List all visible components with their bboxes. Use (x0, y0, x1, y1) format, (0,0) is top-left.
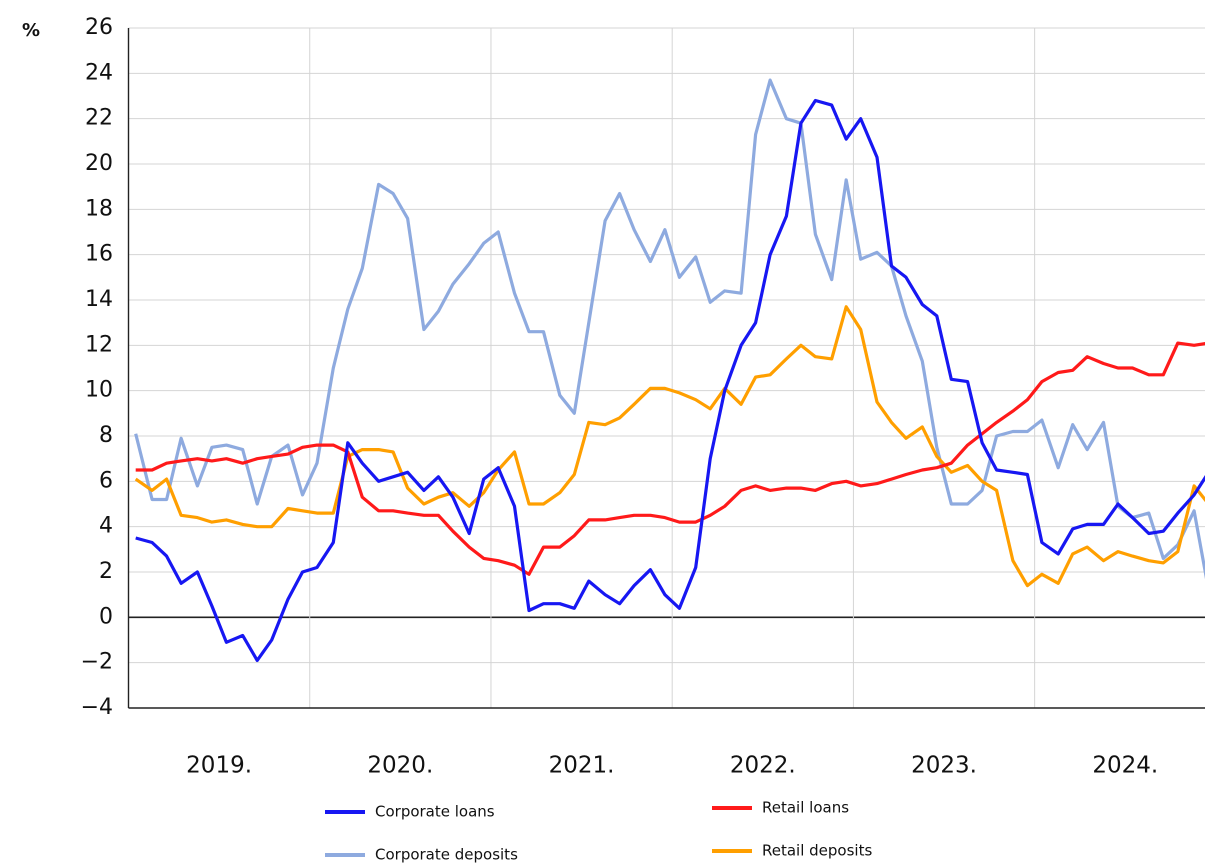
x-tick-label: 2020. (367, 753, 433, 779)
x-tick-label: 2021. (549, 753, 615, 779)
y-tick-label: 6 (99, 468, 113, 493)
series-line (135, 341, 1205, 576)
x-tick-label: 2019. (186, 753, 252, 779)
y-tick-label: 14 (85, 287, 113, 312)
y-tick-label: 12 (85, 332, 113, 357)
series-line (134, 305, 1205, 588)
y-tick-label: 0 (99, 604, 113, 629)
legend-label: Retail loans (762, 799, 849, 817)
y-tick-label: −2 (81, 650, 113, 675)
y-tick-label: 18 (85, 196, 113, 221)
y-unit: % (22, 20, 40, 41)
y-tick-label: 2 (99, 559, 113, 584)
series-line (135, 98, 1205, 663)
x-tick-label: 2023. (911, 753, 977, 779)
y-tick-label: −4 (81, 695, 113, 720)
y-tick-label: 4 (99, 514, 113, 539)
y-tick-label: 20 (85, 151, 113, 176)
y-tick-label: 22 (85, 106, 113, 131)
y-tick-label: 24 (85, 60, 113, 85)
series-line (134, 78, 1205, 580)
y-tick-label: 8 (99, 423, 113, 448)
legend-label: Corporate deposits (375, 846, 518, 864)
legend-label: Retail deposits (762, 842, 872, 860)
y-tick-label: 16 (85, 242, 113, 267)
x-tick-label: 2022. (730, 753, 796, 779)
y-tick-label: 10 (85, 378, 113, 403)
y-tick-label: 26 (85, 15, 113, 40)
x-tick-label: 2024. (1092, 753, 1158, 779)
legend-label: Corporate loans (375, 803, 495, 821)
